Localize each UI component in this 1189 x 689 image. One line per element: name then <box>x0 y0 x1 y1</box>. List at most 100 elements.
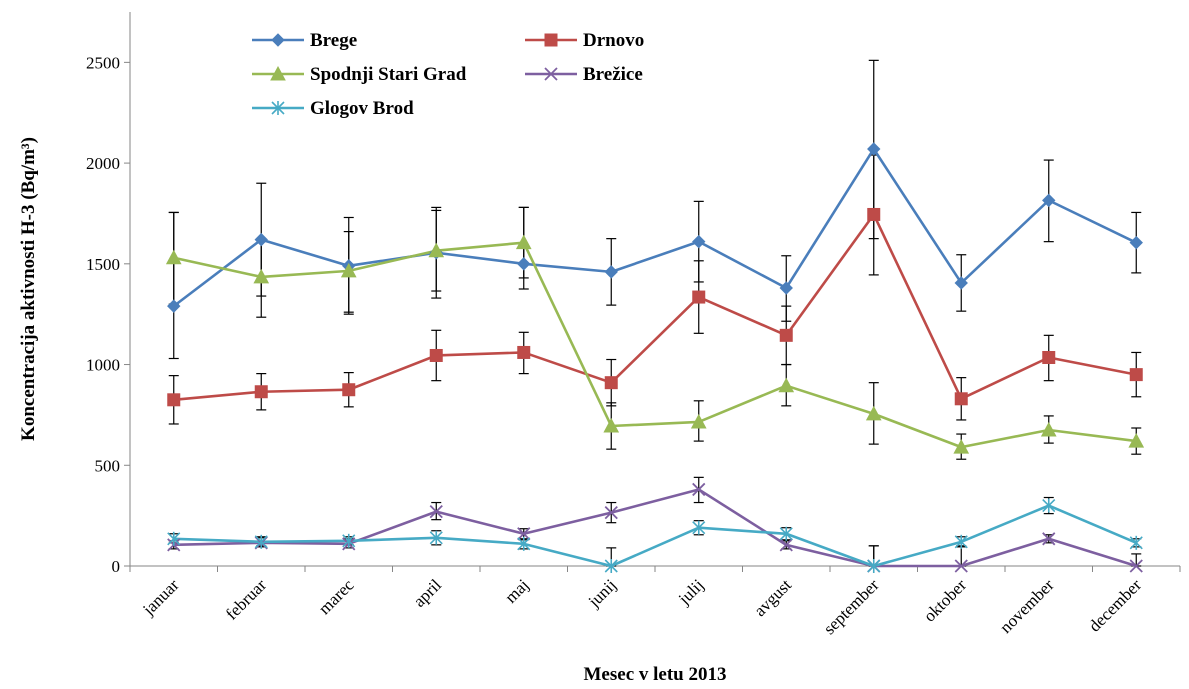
marker-x <box>1129 559 1143 573</box>
marker-triangle <box>690 413 707 429</box>
marker-triangle <box>340 262 357 278</box>
marker-x <box>1042 532 1056 546</box>
marker-diamond <box>954 276 968 290</box>
legend-label: Drnovo <box>583 30 644 51</box>
legend-label: Glogov Brod <box>310 98 414 119</box>
x-tick-label: november <box>996 575 1058 637</box>
marker-x-stroke <box>1042 532 1056 546</box>
marker-square <box>429 348 443 362</box>
marker-star <box>779 526 793 541</box>
marker-x-stroke <box>604 505 618 520</box>
error-bars <box>168 59 1142 567</box>
marker-square <box>517 345 531 359</box>
marker-triangle <box>778 377 795 393</box>
marker-diamond <box>1042 193 1056 208</box>
marker-x-stroke <box>517 527 531 541</box>
marker-x <box>517 527 531 541</box>
legend-item: Brege <box>252 30 357 51</box>
legend-label: Brege <box>310 30 357 51</box>
marker-triangle <box>953 439 970 454</box>
marker-star <box>167 531 181 546</box>
marker-star <box>604 559 618 573</box>
marker-triangle <box>865 405 882 421</box>
series-line <box>173 488 1137 568</box>
legend-label: Brežice <box>583 64 643 85</box>
marker-square <box>954 392 968 406</box>
marker-x-stroke <box>954 559 968 573</box>
series-markers <box>165 142 1145 573</box>
marker-star <box>867 559 881 573</box>
marker-x-stroke <box>779 538 793 552</box>
legend-label: Spodnji Stari Grad <box>310 64 467 85</box>
marker-triangle <box>270 65 286 81</box>
legend-item: Drnovo <box>525 30 644 51</box>
y-axis-title: Koncentracija aktivnosti H-3 (Bq/m³) <box>18 137 39 441</box>
y-axis-ticks: 0 500 1000 1500 2000 2500 <box>86 53 130 576</box>
marker-diamond <box>517 257 531 271</box>
marker-x <box>544 67 558 81</box>
legend-item: Spodnji Stari Grad <box>252 64 467 85</box>
y-tick-label: 1000 <box>86 356 120 375</box>
marker-square <box>1129 368 1143 382</box>
legend-item: Brežice <box>525 64 643 85</box>
marker-star <box>271 101 285 115</box>
marker-square <box>692 290 706 304</box>
marker-star <box>692 520 706 535</box>
x-tick-label: junij <box>584 575 620 611</box>
marker-star <box>517 536 531 551</box>
axes <box>129 12 1180 567</box>
x-tick-label: maj <box>501 575 532 606</box>
marker-x <box>604 505 618 520</box>
marker-square <box>867 207 881 221</box>
marker-star <box>1042 498 1056 513</box>
marker-diamond <box>271 33 285 47</box>
marker-triangle <box>253 268 270 284</box>
marker-square <box>1042 350 1056 364</box>
marker-square <box>254 385 268 399</box>
marker-diamond <box>692 234 706 249</box>
marker-star <box>1129 535 1143 550</box>
marker-diamond <box>167 299 181 313</box>
x-tick-label: februar <box>222 575 270 623</box>
y-tick-label: 1500 <box>86 255 120 274</box>
marker-triangle <box>165 249 182 265</box>
marker-star <box>342 533 356 548</box>
y-tick-label: 2000 <box>86 154 120 173</box>
x-tick-label: december <box>1085 575 1145 635</box>
x-tick-label: julij <box>674 575 708 609</box>
y-tick-label: 2500 <box>86 53 120 72</box>
x-axis-title: Mesec v letu 2013 <box>584 664 727 685</box>
marker-triangle <box>1040 421 1057 437</box>
marker-diamond <box>604 265 618 279</box>
marker-star <box>429 530 443 545</box>
marker-x-stroke <box>692 482 706 497</box>
series-lines <box>172 147 1137 568</box>
marker-square <box>779 328 793 342</box>
marker-x <box>692 482 706 497</box>
marker-triangle <box>515 234 532 250</box>
x-tick-label: oktober <box>920 575 970 625</box>
x-tick-label: januar <box>138 575 182 619</box>
marker-triangle <box>1128 433 1145 448</box>
marker-diamond <box>254 232 268 247</box>
marker-star <box>254 534 268 549</box>
marker-x <box>429 504 443 519</box>
marker-diamond <box>867 142 881 156</box>
marker-square <box>544 33 558 47</box>
x-tick-label: september <box>820 575 883 638</box>
x-axis-ticks: januar februar marec april maj junij julij avgu… <box>129 566 1181 638</box>
marker-square <box>167 393 181 407</box>
series-line <box>173 213 1137 402</box>
marker-x-stroke <box>1129 559 1143 573</box>
x-tick-label: april <box>410 575 446 611</box>
series-line <box>172 147 1137 308</box>
marker-square <box>604 376 618 390</box>
y-tick-label: 500 <box>95 456 121 475</box>
marker-diamond <box>779 281 793 295</box>
marker-triangle <box>428 242 445 258</box>
x-tick-label: avgust <box>750 575 795 620</box>
x-tick-label: marec <box>315 575 358 618</box>
marker-square <box>342 383 356 397</box>
